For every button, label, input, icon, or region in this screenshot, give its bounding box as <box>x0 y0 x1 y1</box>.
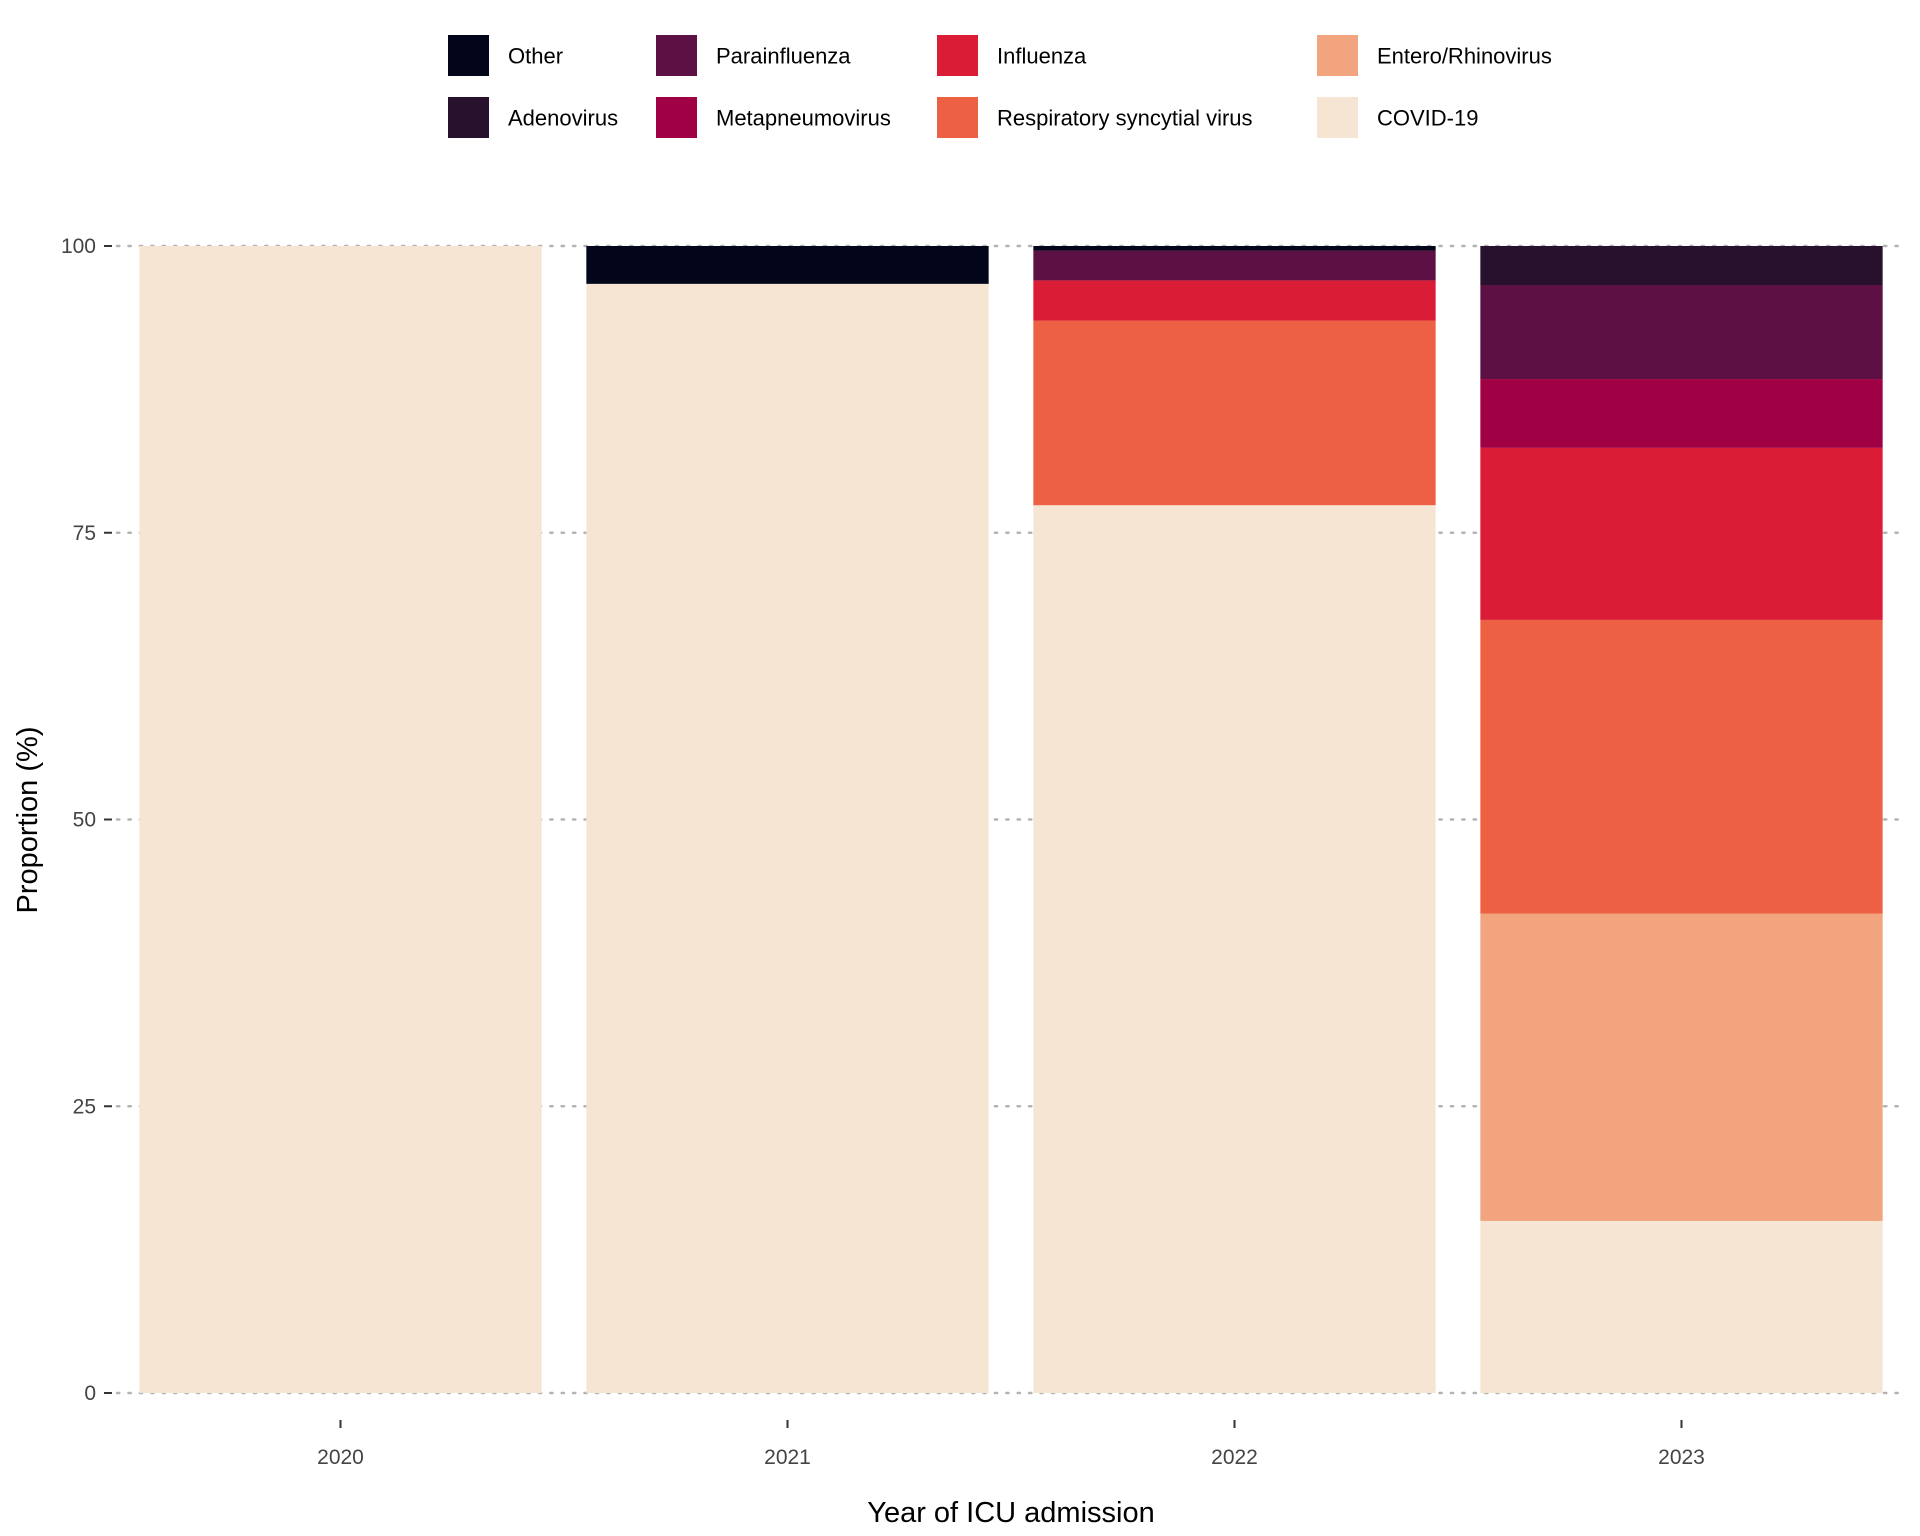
bar-2022-covid-19 <box>1033 505 1436 1393</box>
bar-2023-covid-19 <box>1480 1220 1883 1393</box>
legend-item-parainfluenza: Parainfluenza <box>656 35 851 76</box>
x-tick-label-2022: 2022 <box>1211 1446 1258 1469</box>
legend-item-entero-rhinovirus: Entero/Rhinovirus <box>1317 35 1552 76</box>
legend-label-entero-rhinovirus: Entero/Rhinovirus <box>1377 44 1552 69</box>
legend-swatch-other <box>448 35 489 76</box>
x-tick-label-2020: 2020 <box>317 1446 364 1469</box>
y-axis: 0 25 50 75 100 <box>61 235 112 1405</box>
x-tick-label-2023: 2023 <box>1658 1446 1705 1469</box>
legend-label-covid-19: COVID-19 <box>1377 106 1478 131</box>
bar-stack-2020 <box>139 246 542 1393</box>
bar-stack-2021 <box>586 246 989 1393</box>
y-tick-label-100: 100 <box>61 235 96 258</box>
y-tick-label-25: 25 <box>73 1095 96 1118</box>
y-tick-label-50: 50 <box>73 809 96 832</box>
bar-2022-other <box>1033 246 1436 251</box>
legend-item-influenza: Influenza <box>937 35 1087 76</box>
y-tick-label-0: 0 <box>84 1382 96 1405</box>
bar-2021-other <box>586 246 989 284</box>
x-tick-label-2021: 2021 <box>764 1446 811 1469</box>
legend-item-metapneumovirus: Metapneumovirus <box>656 97 891 138</box>
bar-2020-covid-19 <box>139 246 542 1393</box>
bar-2022-influenza <box>1033 280 1436 321</box>
x-axis: 2020 2021 2022 2023 <box>317 1420 1705 1469</box>
legend-label-other: Other <box>508 44 563 69</box>
bar-2022-parainfluenza <box>1033 250 1436 281</box>
legend-swatch-metapneumovirus <box>656 97 697 138</box>
legend-label-respiratory-syncytial-virus: Respiratory syncytial virus <box>997 106 1253 131</box>
legend-swatch-covid-19 <box>1317 97 1358 138</box>
y-tick-label-75: 75 <box>73 522 96 545</box>
legend-swatch-adenovirus <box>448 97 489 138</box>
legend-swatch-parainfluenza <box>656 35 697 76</box>
bar-2023-entero-rhinovirus <box>1480 913 1883 1221</box>
legend-item-covid-19: COVID-19 <box>1317 97 1478 138</box>
legend-label-metapneumovirus: Metapneumovirus <box>716 106 891 131</box>
bar-2023-influenza <box>1480 447 1883 620</box>
bar-stack-2022 <box>1033 246 1436 1393</box>
bar-2023-adenovirus <box>1480 246 1883 285</box>
legend-item-adenovirus: Adenovirus <box>448 97 618 138</box>
legend: Other Adenovirus Parainfluenza Metapneumovi… <box>448 35 1552 138</box>
bars <box>139 246 1883 1393</box>
bar-2023-parainfluenza <box>1480 284 1883 380</box>
legend-item-other: Other <box>448 35 563 76</box>
legend-swatch-entero-rhinovirus <box>1317 35 1358 76</box>
legend-item-respiratory-syncytial-virus: Respiratory syncytial virus <box>937 97 1253 138</box>
bar-2022-respiratory-syncytial-virus <box>1033 320 1436 506</box>
bar-2021-covid-19 <box>586 283 989 1393</box>
legend-label-influenza: Influenza <box>997 44 1087 69</box>
legend-swatch-respiratory-syncytial-virus <box>937 97 978 138</box>
legend-label-adenovirus: Adenovirus <box>508 106 618 131</box>
x-axis-title: Year of ICU admission <box>867 1497 1154 1529</box>
bar-2023-metapneumovirus <box>1480 379 1883 448</box>
legend-label-parainfluenza: Parainfluenza <box>716 44 851 69</box>
y-axis-title: Proportion (%) <box>12 727 44 914</box>
bar-2023-respiratory-syncytial-virus <box>1480 619 1883 914</box>
legend-swatch-influenza <box>937 35 978 76</box>
bar-stack-2023 <box>1480 246 1883 1393</box>
